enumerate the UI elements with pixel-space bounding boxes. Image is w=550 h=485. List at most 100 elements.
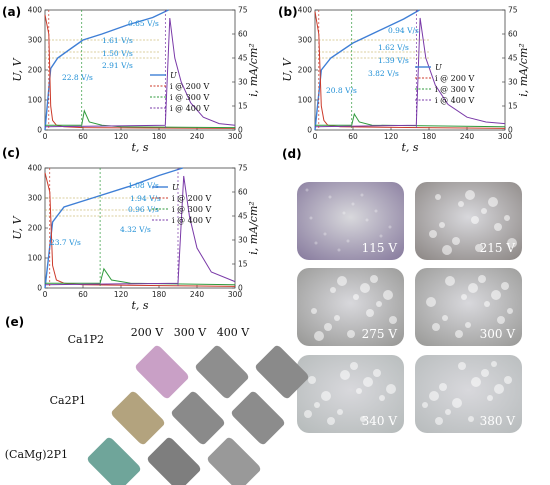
row-header: Ca1P2 [68, 333, 104, 346]
legend-entry: i @ 200 V [435, 74, 474, 83]
legend-entry: i @ 400 V [435, 96, 474, 105]
legend-entry: i @ 200 V [170, 82, 209, 91]
photo-voltage-label: 275 V [362, 327, 398, 341]
y-tick-left-label: 300 [28, 36, 43, 45]
y-axis-right-label: i, mA/cm² [247, 201, 260, 255]
y-tick-left-label: 100 [298, 96, 313, 105]
photo-speckle [458, 362, 466, 370]
photo-speckle [304, 410, 312, 418]
y-tick-right-label: 0 [508, 126, 513, 135]
micrograph-photo [297, 182, 404, 260]
y-tick-left-label: 0 [37, 284, 42, 293]
panel-label: (e) [5, 315, 24, 329]
photo-speckle [388, 225, 392, 229]
y-tick-right-label: 0 [238, 126, 243, 135]
coating-sample-tile [87, 437, 141, 485]
series-line-i [315, 112, 506, 128]
photo-speckle [386, 384, 396, 394]
photo-speckle [323, 232, 327, 236]
y-tick-left-label: 400 [28, 164, 43, 173]
x-tick-label: 240 [190, 290, 205, 299]
photo-speckle [494, 223, 502, 231]
photo-speckle [484, 301, 490, 307]
photo-speckle [487, 395, 493, 401]
y-tick-right-label: 15 [508, 102, 518, 111]
y-tick-right-label: 15 [238, 260, 248, 269]
photo-speckle [379, 395, 385, 401]
photo-speckle [337, 248, 341, 252]
y-tick-right-label: 75 [508, 6, 518, 15]
coating-sample-tile [135, 345, 189, 399]
x-tick-label: 300 [498, 132, 513, 141]
slope-annotation: 1.50 V/s [102, 49, 133, 58]
photo-speckle [445, 409, 451, 415]
x-tick-label: 60 [348, 132, 358, 141]
x-axis-label: t, s [131, 141, 148, 154]
photo-speckle [374, 209, 378, 213]
plot-2: (c)0 60 120 180 240 3000100200300400015304560… [2, 146, 260, 312]
photo-speckle [478, 275, 486, 283]
photo-speckle [324, 323, 332, 331]
photo-speckle [497, 316, 505, 324]
legend-entry: i @ 400 V [172, 216, 211, 225]
micrograph-photo [415, 355, 522, 433]
photo-speckle [379, 234, 383, 238]
y-tick-right-label: 75 [238, 164, 248, 173]
photo-speckle [330, 287, 336, 293]
series-line-i [45, 109, 236, 129]
photo-speckle [429, 391, 439, 401]
y-axis-left-label: U, V [11, 215, 24, 239]
coating-sample-tile [231, 391, 285, 445]
photo-speckle [389, 316, 397, 324]
y-tick-left-label: 200 [28, 66, 43, 75]
coating-sample-tile [171, 391, 225, 445]
photo-speckle [360, 193, 364, 197]
photo-speckle [432, 323, 440, 331]
y-axis-left-label: U, V [11, 57, 24, 81]
legend-entry: i @ 300 V [170, 93, 209, 102]
y-tick-right-label: 60 [508, 30, 518, 39]
photo-speckle [439, 222, 445, 228]
x-tick-label: 0 [313, 132, 318, 141]
photo-speckle [342, 211, 346, 215]
photo-speckle [468, 416, 474, 422]
coating-sample-tile [147, 437, 201, 485]
slope-annotation: 1.39 V/s [378, 56, 409, 65]
photo-speckle [314, 402, 320, 408]
legend-entry: i @ 300 V [172, 205, 211, 214]
y-tick-left-label: 400 [28, 6, 43, 15]
photo-speckle [481, 208, 487, 214]
x-tick-label: 180 [152, 132, 167, 141]
y-tick-left-label: 300 [298, 36, 313, 45]
slope-annotation: 1.08 V/s [128, 181, 159, 190]
photo-speckle [491, 361, 497, 367]
x-tick-label: 180 [422, 132, 437, 141]
x-tick-label: 300 [228, 290, 243, 299]
photo-speckle [347, 330, 355, 338]
photo-speckle [376, 301, 382, 307]
photo-speckle [471, 216, 479, 224]
photo-voltage-label: 340 V [362, 414, 398, 428]
x-tick-label: 240 [460, 132, 475, 141]
photo-speckle [439, 383, 447, 391]
panel-d: (d) 115 V 215 V 275 V 300 V 340 V 380 V [282, 147, 522, 433]
slope-annotation: 20.8 V/s [326, 86, 357, 95]
y-tick-right-label: 30 [238, 78, 248, 87]
photo-speckle [507, 308, 513, 314]
x-tick-label: 300 [228, 132, 243, 141]
photo-speckle [465, 322, 471, 328]
photo-speckle [370, 275, 378, 283]
photo-speckle [465, 190, 475, 200]
photo-speckle [475, 244, 483, 252]
row-header: (CaMg)2P1 [5, 448, 68, 461]
x-tick-label: 120 [384, 132, 399, 141]
slope-annotation: 23.7 V/s [50, 238, 81, 247]
photo-speckle [305, 188, 309, 192]
y-tick-left-label: 200 [298, 66, 313, 75]
legend-entry: i @ 200 V [172, 194, 211, 203]
photo-speckle [435, 194, 441, 200]
y-tick-right-label: 75 [238, 6, 248, 15]
y-tick-left-label: 0 [37, 126, 42, 135]
photo-speckle [452, 398, 462, 408]
slope-annotation: 1.61 V/s [102, 36, 133, 45]
